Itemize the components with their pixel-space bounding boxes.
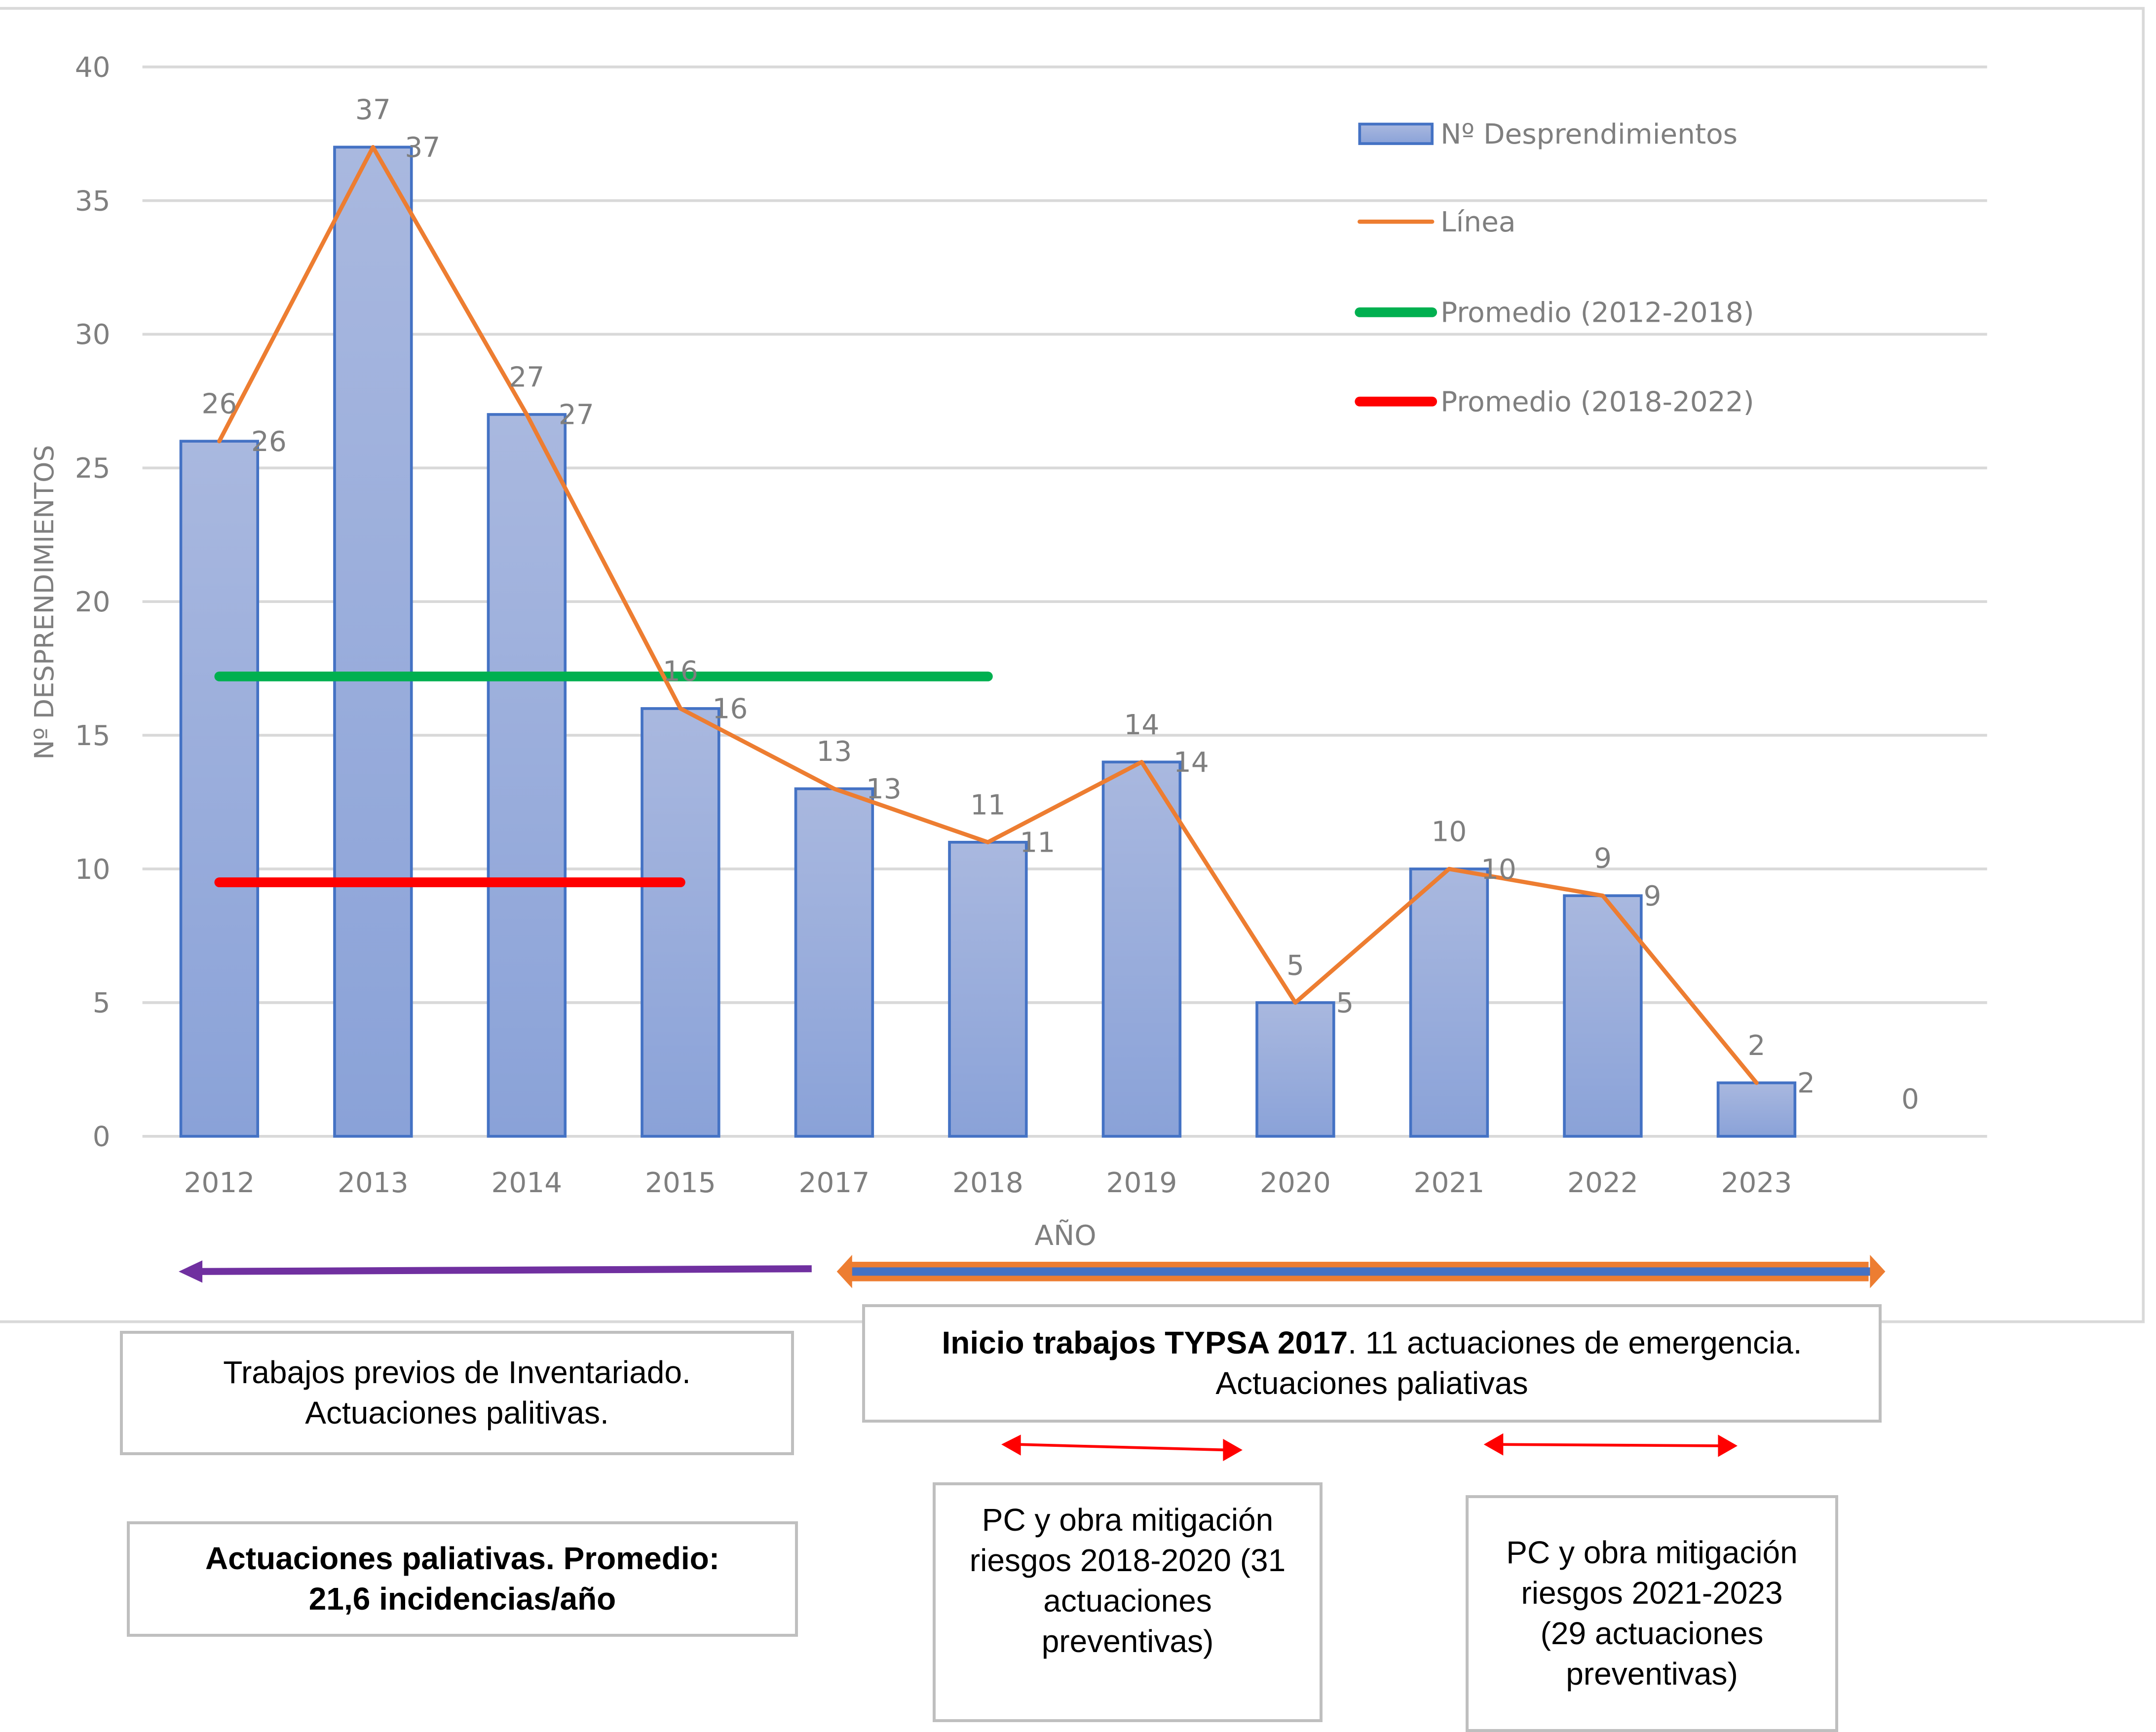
y-axis-ticks: 0 5 10 15 20 25 30 35 40 [75, 51, 111, 1153]
previous-period-arrow [179, 1260, 812, 1283]
x-tick-label: 2022 [1567, 1167, 1638, 1199]
y-tick-label: 30 [75, 319, 111, 351]
bar [179, 440, 260, 1138]
gridlines [142, 65, 1987, 1138]
bar-data-label: 0 [1901, 1083, 1919, 1115]
average-lines [214, 672, 993, 887]
bar-data-label: 37 [405, 132, 440, 164]
line-point [373, 147, 374, 148]
bar-data-label: 27 [559, 399, 594, 431]
y-tick-label: 40 [75, 51, 111, 83]
y-tick-label: 35 [75, 185, 111, 217]
legend-label-line: Línea [1440, 206, 1515, 238]
bar [794, 787, 874, 1138]
x-tick-label: 2015 [645, 1167, 716, 1199]
x-axis-ticks: 2012 2013 2014 2015 2017 2018 2019 2020 2021 2022… [184, 1167, 1792, 1199]
arrow-2021-2023 [1483, 1433, 1738, 1457]
x-tick-label: 2019 [1106, 1167, 1177, 1199]
note-typsa-bold: Inicio trabajos TYPSA 2017 [942, 1325, 1348, 1361]
y-tick-label: 15 [75, 720, 111, 752]
legend-item-avg-2018-2022[interactable]: Promedio (2018-2022) [1355, 386, 1754, 418]
bar [1563, 894, 1643, 1138]
bar-data-label: 5 [1336, 987, 1354, 1019]
note-pc-2018-2020: PC y obra mitigación riesgos 2018-2020 (… [933, 1482, 1323, 1722]
legend-label-bars: Nº Desprendimientos [1440, 118, 1738, 151]
line-data-label: 27 [509, 361, 544, 393]
bar [1101, 760, 1182, 1138]
line-point [219, 441, 220, 442]
legend-item-bars[interactable]: Nº Desprendimientos [1358, 118, 1738, 151]
y-tick-label: 10 [75, 854, 111, 886]
note-previous-average: Actuaciones paliativas. Promedio: 21,6 i… [127, 1521, 798, 1637]
typsa-period-arrow [836, 1254, 1886, 1288]
y-tick-label: 0 [93, 1121, 111, 1153]
note-pc-2021-2023-text: PC y obra mitigación riesgos 2021-2023 (… [1506, 1535, 1798, 1692]
bar-data-labels: 26 37 27 16 13 11 14 5 10 9 2 0 [251, 132, 1919, 1115]
bar-data-label: 14 [1173, 747, 1209, 779]
note-previous-works-line2: Actuaciones palitivas. [305, 1395, 609, 1431]
x-axis-title: AÑO [1034, 1219, 1096, 1252]
legend-label-avg-red: Promedio (2018-2022) [1440, 386, 1754, 418]
legend-swatch-bars [1358, 122, 1434, 145]
arrow-2018-2020 [1001, 1434, 1243, 1462]
bar-data-label: 13 [866, 773, 902, 805]
legend-label-avg-green: Promedio (2012-2018) [1440, 297, 1754, 329]
line-data-label: 26 [201, 388, 237, 420]
line-data-label: 5 [1286, 949, 1304, 981]
line-data-label: 9 [1594, 843, 1612, 875]
line-data-label: 10 [1431, 816, 1467, 848]
bar-data-label: 26 [251, 426, 287, 458]
line-data-label: 2 [1747, 1030, 1765, 1062]
bar [641, 707, 720, 1138]
x-tick-label: 2020 [1260, 1167, 1331, 1199]
line-series [217, 145, 1759, 1085]
legend: Nº Desprendimientos Línea Promedio (2012… [1355, 118, 1754, 418]
bar [948, 840, 1028, 1138]
note-previous-average-line2: 21,6 incidencias/año [308, 1581, 616, 1617]
note-pc-2021-2023: PC y obra mitigación riesgos 2021-2023 (… [1466, 1495, 1838, 1732]
legend-item-avg-2012-2018[interactable]: Promedio (2012-2018) [1355, 297, 1754, 329]
x-tick-label: 2023 [1721, 1167, 1792, 1199]
bar [1409, 867, 1489, 1138]
x-tick-label: 2013 [338, 1167, 409, 1199]
bar [333, 146, 413, 1138]
chart-frame [0, 7, 2145, 1323]
note-typsa-rest: . 11 actuaciones de emergencia. [1348, 1325, 1802, 1361]
line-data-label: 13 [816, 736, 852, 768]
x-tick-label: 2018 [952, 1167, 1023, 1199]
bar [1255, 1001, 1335, 1138]
x-tick-label: 2021 [1414, 1167, 1485, 1199]
note-previous-works-line1: Trabajos previos de Inventariado. [223, 1355, 691, 1391]
note-typsa-line1: Inicio trabajos TYPSA 2017. 11 actuacion… [942, 1323, 1802, 1363]
x-tick-label: 2014 [491, 1167, 562, 1199]
legend-item-line[interactable]: Línea [1358, 206, 1516, 238]
bar [1716, 1081, 1797, 1138]
bar [487, 413, 567, 1138]
note-previous-works: Trabajos previos de Inventariado. Actuac… [120, 1331, 794, 1455]
line-data-labels: 26 37 27 16 13 11 14 5 10 9 2 [201, 94, 1765, 1062]
line-data-label: 14 [1124, 709, 1159, 741]
y-tick-label: 25 [75, 452, 111, 485]
note-pc-2018-2020-text: PC y obra mitigación riesgos 2018-2020 (… [969, 1502, 1286, 1659]
note-typsa-start: Inicio trabajos TYPSA 2017. 11 actuacion… [862, 1304, 1882, 1423]
x-tick-label: 2017 [798, 1167, 870, 1199]
note-typsa-line2: Actuaciones paliativas [1215, 1365, 1528, 1401]
bar-data-label: 10 [1481, 854, 1516, 886]
bar-data-label: 11 [1020, 827, 1055, 859]
line-data-label: 16 [663, 655, 698, 687]
line-data-label: 11 [970, 789, 1006, 821]
bar-data-label: 16 [712, 693, 748, 725]
y-axis-title: Nº DESPRENDIMIENTOS [29, 445, 60, 760]
y-tick-label: 20 [75, 586, 111, 618]
y-tick-label: 5 [93, 987, 111, 1019]
x-tick-label: 2012 [184, 1167, 255, 1199]
note-previous-average-line1: Actuaciones paliativas. Promedio: [205, 1541, 720, 1577]
bar-data-label: 9 [1643, 880, 1661, 912]
bar-data-label: 2 [1797, 1067, 1815, 1099]
line-data-label: 37 [355, 94, 391, 126]
